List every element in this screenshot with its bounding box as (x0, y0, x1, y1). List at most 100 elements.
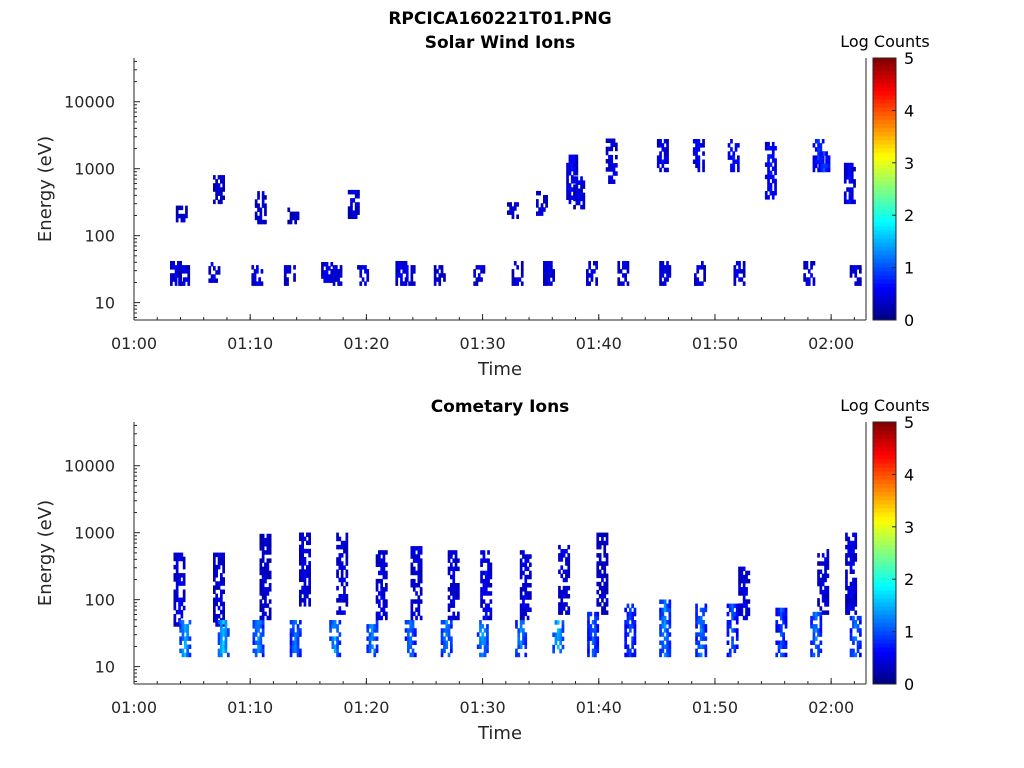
heatmap-cell (489, 570, 493, 576)
heatmap-cell (380, 607, 383, 612)
heatmap-cell (301, 552, 304, 558)
heatmap-cell (624, 607, 627, 613)
heatmap-cell (856, 624, 860, 629)
heatmap-cell (184, 628, 187, 633)
heatmap-cell (738, 583, 741, 588)
heatmap-cell (457, 566, 460, 572)
y-tick-label: 10000 (64, 457, 115, 476)
heatmap-cell (173, 552, 177, 558)
heatmap-cell (299, 620, 302, 625)
heatmap-cell (601, 577, 604, 583)
heatmap-cell (845, 569, 848, 574)
heatmap-cell (775, 628, 779, 633)
heatmap-cell (566, 175, 569, 180)
heatmap-cell (767, 146, 770, 151)
heatmap-cell (338, 536, 342, 542)
heatmap-cell (522, 603, 525, 608)
heatmap-cell (518, 277, 522, 282)
heatmap-cell (697, 620, 701, 625)
heatmap-cell (615, 171, 618, 176)
heatmap-cell (306, 532, 309, 537)
heatmap-cell (359, 281, 363, 286)
heatmap-cell (519, 574, 523, 580)
heatmap-cell (556, 628, 560, 633)
heatmap-cell (666, 139, 669, 144)
heatmap-cell (824, 565, 827, 570)
heatmap-cell (175, 597, 179, 603)
heatmap-cell (821, 553, 825, 558)
heatmap-cell (659, 281, 662, 286)
heatmap-cell (217, 175, 221, 180)
heatmap-cell (338, 652, 342, 658)
colorbar-step (873, 201, 896, 206)
heatmap-cell (213, 577, 216, 582)
heatmap-cell (824, 585, 827, 591)
heatmap-cell (697, 139, 701, 144)
heatmap-cell (803, 265, 806, 270)
heatmap-cell (807, 281, 811, 286)
heatmap-cell (784, 607, 788, 613)
colorbar-step (873, 626, 896, 632)
heatmap-cell (483, 628, 487, 633)
colorbar-tick-label: 3 (904, 518, 914, 537)
heatmap-cell (338, 577, 342, 583)
heatmap-cell (338, 632, 342, 637)
heatmap-cell (489, 611, 493, 617)
heatmap-cell (373, 652, 377, 658)
heatmap-cell (567, 544, 571, 550)
heatmap-cell (807, 277, 811, 282)
heatmap-cell (308, 540, 311, 546)
heatmap-cell (595, 261, 598, 266)
heatmap-cell (817, 151, 820, 156)
heatmap-cell (382, 591, 386, 596)
heatmap-cell (701, 281, 704, 286)
heatmap-cell (417, 550, 421, 555)
heatmap-cell (601, 573, 604, 579)
heatmap-cell (814, 139, 818, 144)
heatmap-cell (692, 159, 696, 164)
heatmap-cell (774, 162, 777, 167)
heatmap-cell (556, 620, 560, 625)
heatmap-cell (612, 163, 616, 168)
heatmap-cell (520, 281, 524, 286)
heatmap-cell (350, 198, 353, 203)
colorbar-step (873, 438, 896, 443)
heatmap-cell (598, 544, 602, 550)
heatmap-cell (366, 624, 370, 629)
heatmap-cell (852, 594, 855, 599)
heatmap-cell (767, 170, 770, 176)
colorbar-step (873, 573, 896, 579)
heatmap-cell (562, 594, 566, 599)
heatmap-cell (704, 603, 708, 609)
heatmap-cell (566, 191, 569, 196)
heatmap-cell (487, 562, 490, 567)
heatmap-cell (333, 644, 337, 649)
heatmap-cell (568, 187, 572, 192)
heatmap-cell (217, 187, 221, 192)
heatmap-cell (619, 281, 623, 286)
heatmap-cell (617, 269, 621, 274)
heatmap-cell (450, 587, 453, 592)
heatmap-cell (852, 269, 855, 274)
heatmap-cell (784, 611, 788, 617)
heatmap-cell (417, 583, 421, 588)
colorbar-tick-label: 1 (904, 623, 914, 642)
heatmap-cell (301, 540, 304, 546)
heatmap-cell (343, 610, 346, 615)
heatmap-cell (185, 213, 188, 219)
heatmap-cell (663, 636, 667, 641)
heatmap-cell (774, 166, 777, 171)
heatmap-cell (457, 595, 460, 600)
heatmap-cell (378, 550, 381, 555)
colorbar-step (873, 279, 896, 284)
heatmap-cell (252, 624, 256, 629)
heatmap-cell (742, 603, 746, 608)
heatmap-cell (742, 583, 746, 588)
heatmap-cell (728, 648, 732, 654)
heatmap-cell (411, 640, 415, 645)
heatmap-cell (596, 573, 600, 579)
heatmap-cell (337, 269, 340, 274)
heatmap-cell (359, 269, 363, 274)
heatmap-cell (624, 261, 627, 266)
heatmap-cell (299, 577, 302, 582)
